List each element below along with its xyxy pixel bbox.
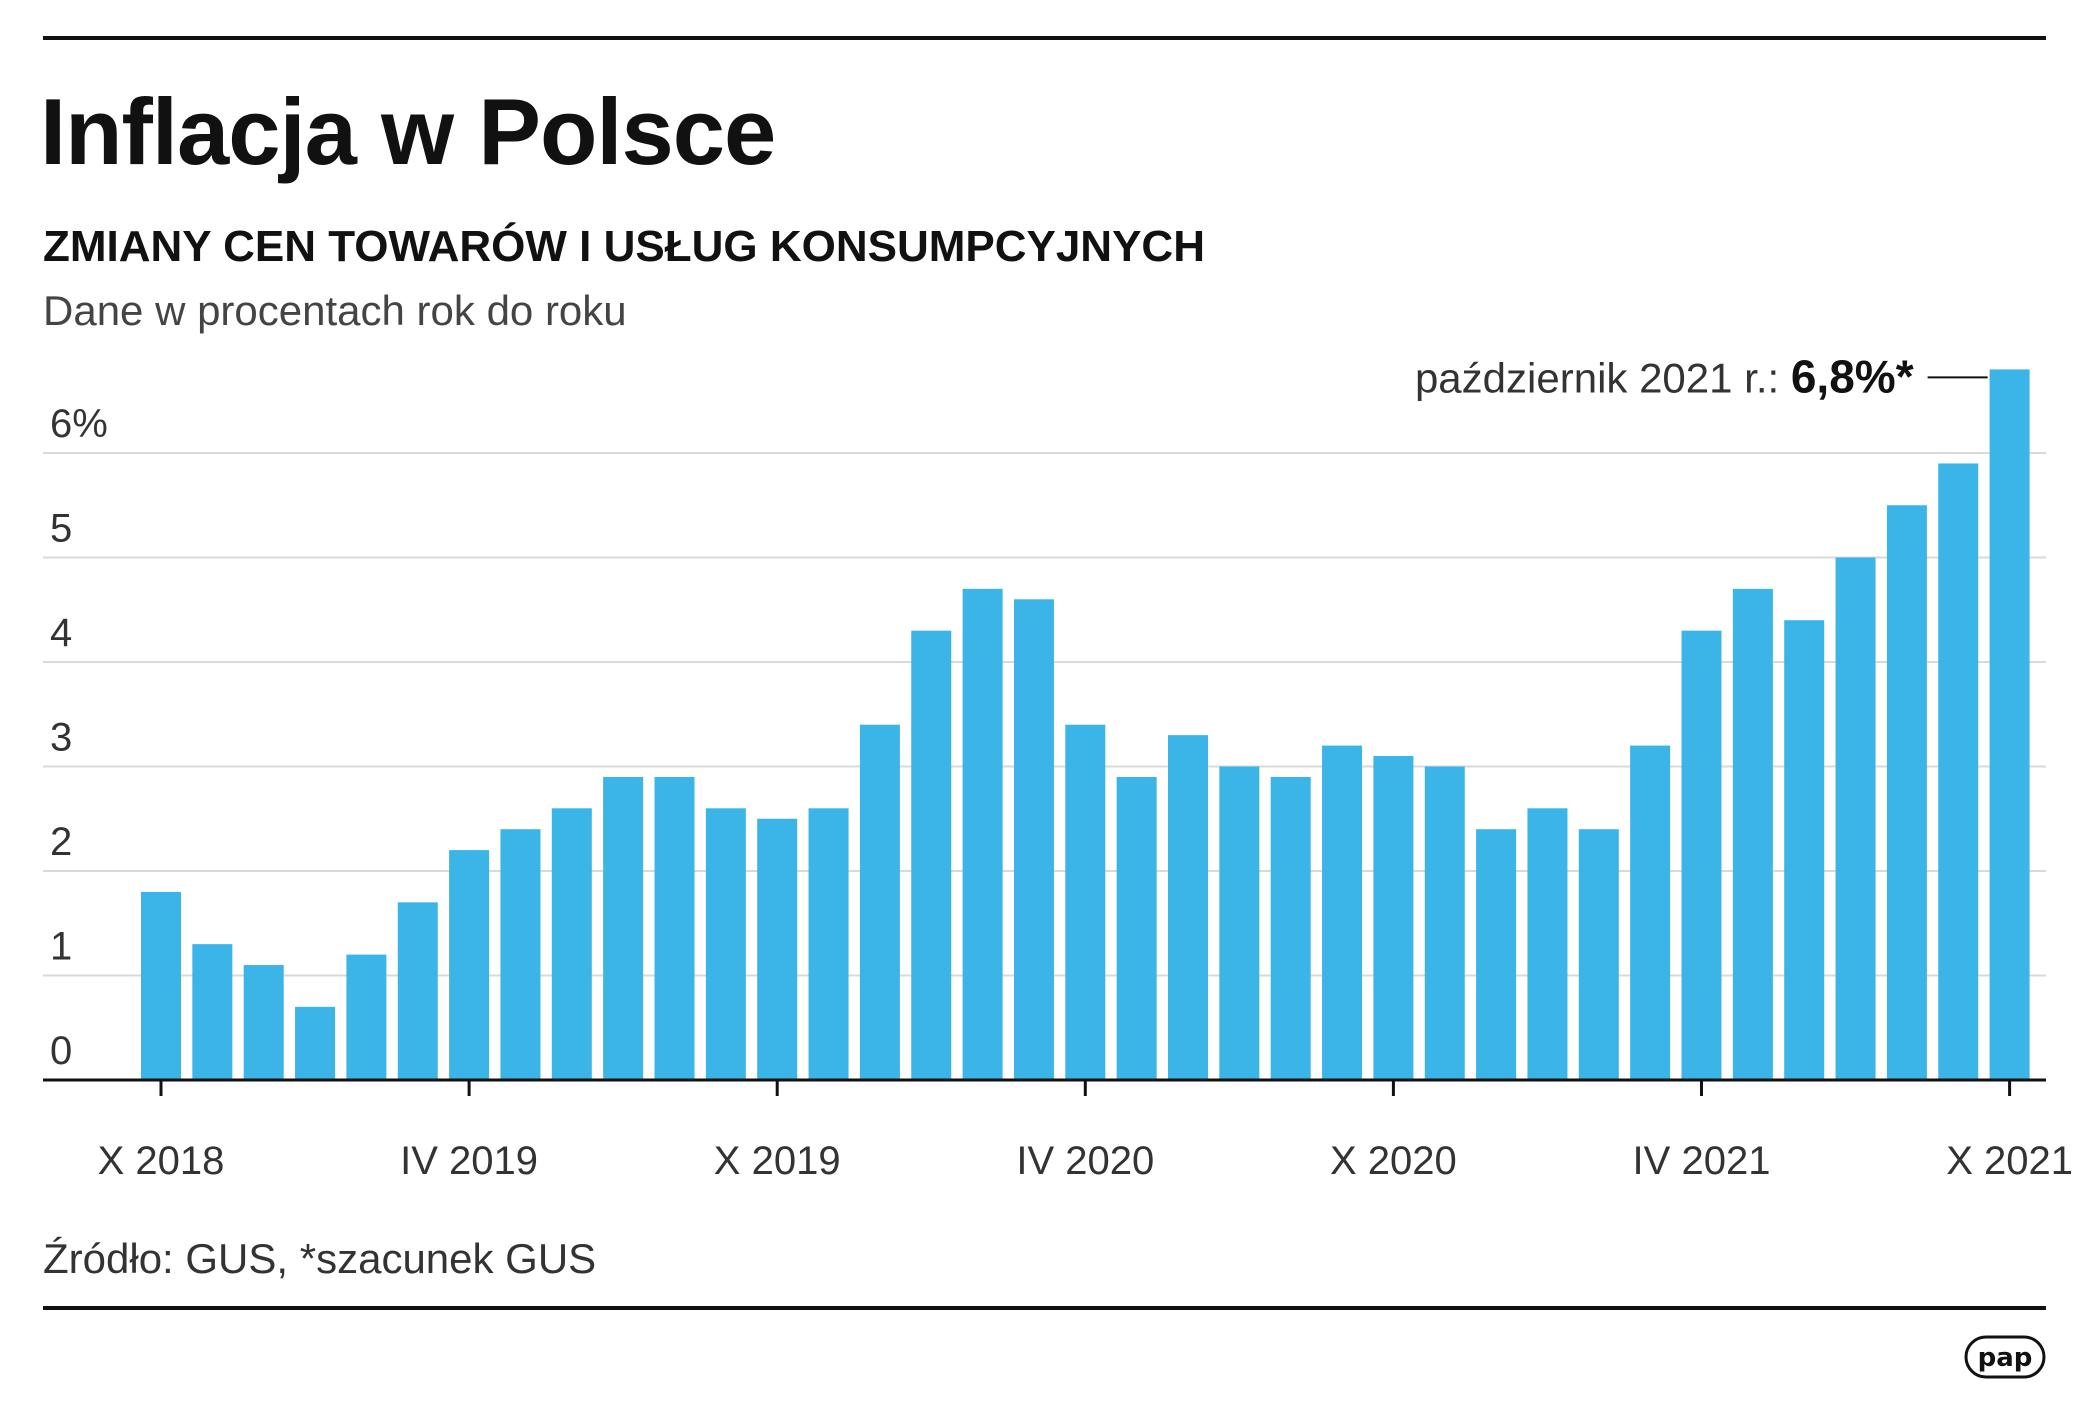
bar [859,724,900,1080]
bar [1835,557,1876,1080]
bar [1322,745,1363,1080]
bar [1886,505,1927,1080]
y-tick-label: 0 [50,1029,72,1073]
bar [1578,829,1619,1080]
bar [397,902,438,1080]
bar [1681,630,1722,1080]
bar [1732,588,1773,1080]
x-tick-label: IV 2019 [400,1139,538,1183]
bar [1938,463,1979,1080]
x-tick-label: X 2019 [714,1139,841,1183]
bar [1989,369,2030,1080]
pap-logo: pap [1964,1335,2046,1379]
y-tick-label: 3 [50,716,72,760]
annotation-label: październik 2021 r.: [1415,354,1791,401]
bar [141,891,181,1080]
y-tick-label: 6% [50,402,108,446]
bar [243,965,284,1080]
logo-text: pap [1978,1343,2033,1373]
bar [705,808,746,1080]
bar [295,1006,336,1080]
bar [192,944,233,1080]
bar [1630,745,1671,1080]
bar [1373,756,1414,1080]
y-tick-label: 5 [50,507,72,551]
bar [1116,776,1157,1080]
bar [1424,766,1465,1080]
bar [1168,735,1208,1080]
y-tick-label: 2 [50,820,72,864]
annotation-text: październik 2021 r.: 6,8%* [1415,350,1914,402]
bar [1219,766,1260,1080]
bar [654,776,695,1080]
bar [1784,620,1825,1080]
x-tick-label: X 2018 [98,1139,225,1183]
y-tick-label: 4 [50,611,72,655]
bar [449,850,490,1080]
bar [808,808,849,1080]
bar [1065,724,1106,1080]
bar [911,630,952,1080]
bar [346,954,387,1080]
x-tick-label: X 2021 [1946,1139,2073,1183]
x-tick-label: IV 2021 [1633,1139,1771,1183]
chart-title: Inflacja w Polsce [40,79,776,184]
bar [1527,808,1568,1080]
annotation-value: 6,8%* [1791,350,1914,402]
x-tick-label: IV 2020 [1016,1139,1154,1183]
bar [1270,776,1311,1080]
units-note: Dane w procentach rok do roku [43,287,627,334]
top-rule [43,36,2046,40]
bar [757,818,798,1080]
source-note: Źródło: GUS, *szacunek GUS [43,1235,597,1282]
bar [551,808,592,1080]
bar [1013,599,1054,1080]
bar [603,776,644,1080]
bar [500,829,541,1080]
bar [962,588,1003,1080]
y-tick-label: 1 [50,925,72,969]
x-tick-label: X 2020 [1330,1139,1457,1183]
bottom-rule [43,1306,2046,1310]
bar [1476,829,1517,1080]
chart-subtitle: ZMIANY CEN TOWARÓW I USŁUG KONSUMPCYJNYC… [43,222,1205,271]
